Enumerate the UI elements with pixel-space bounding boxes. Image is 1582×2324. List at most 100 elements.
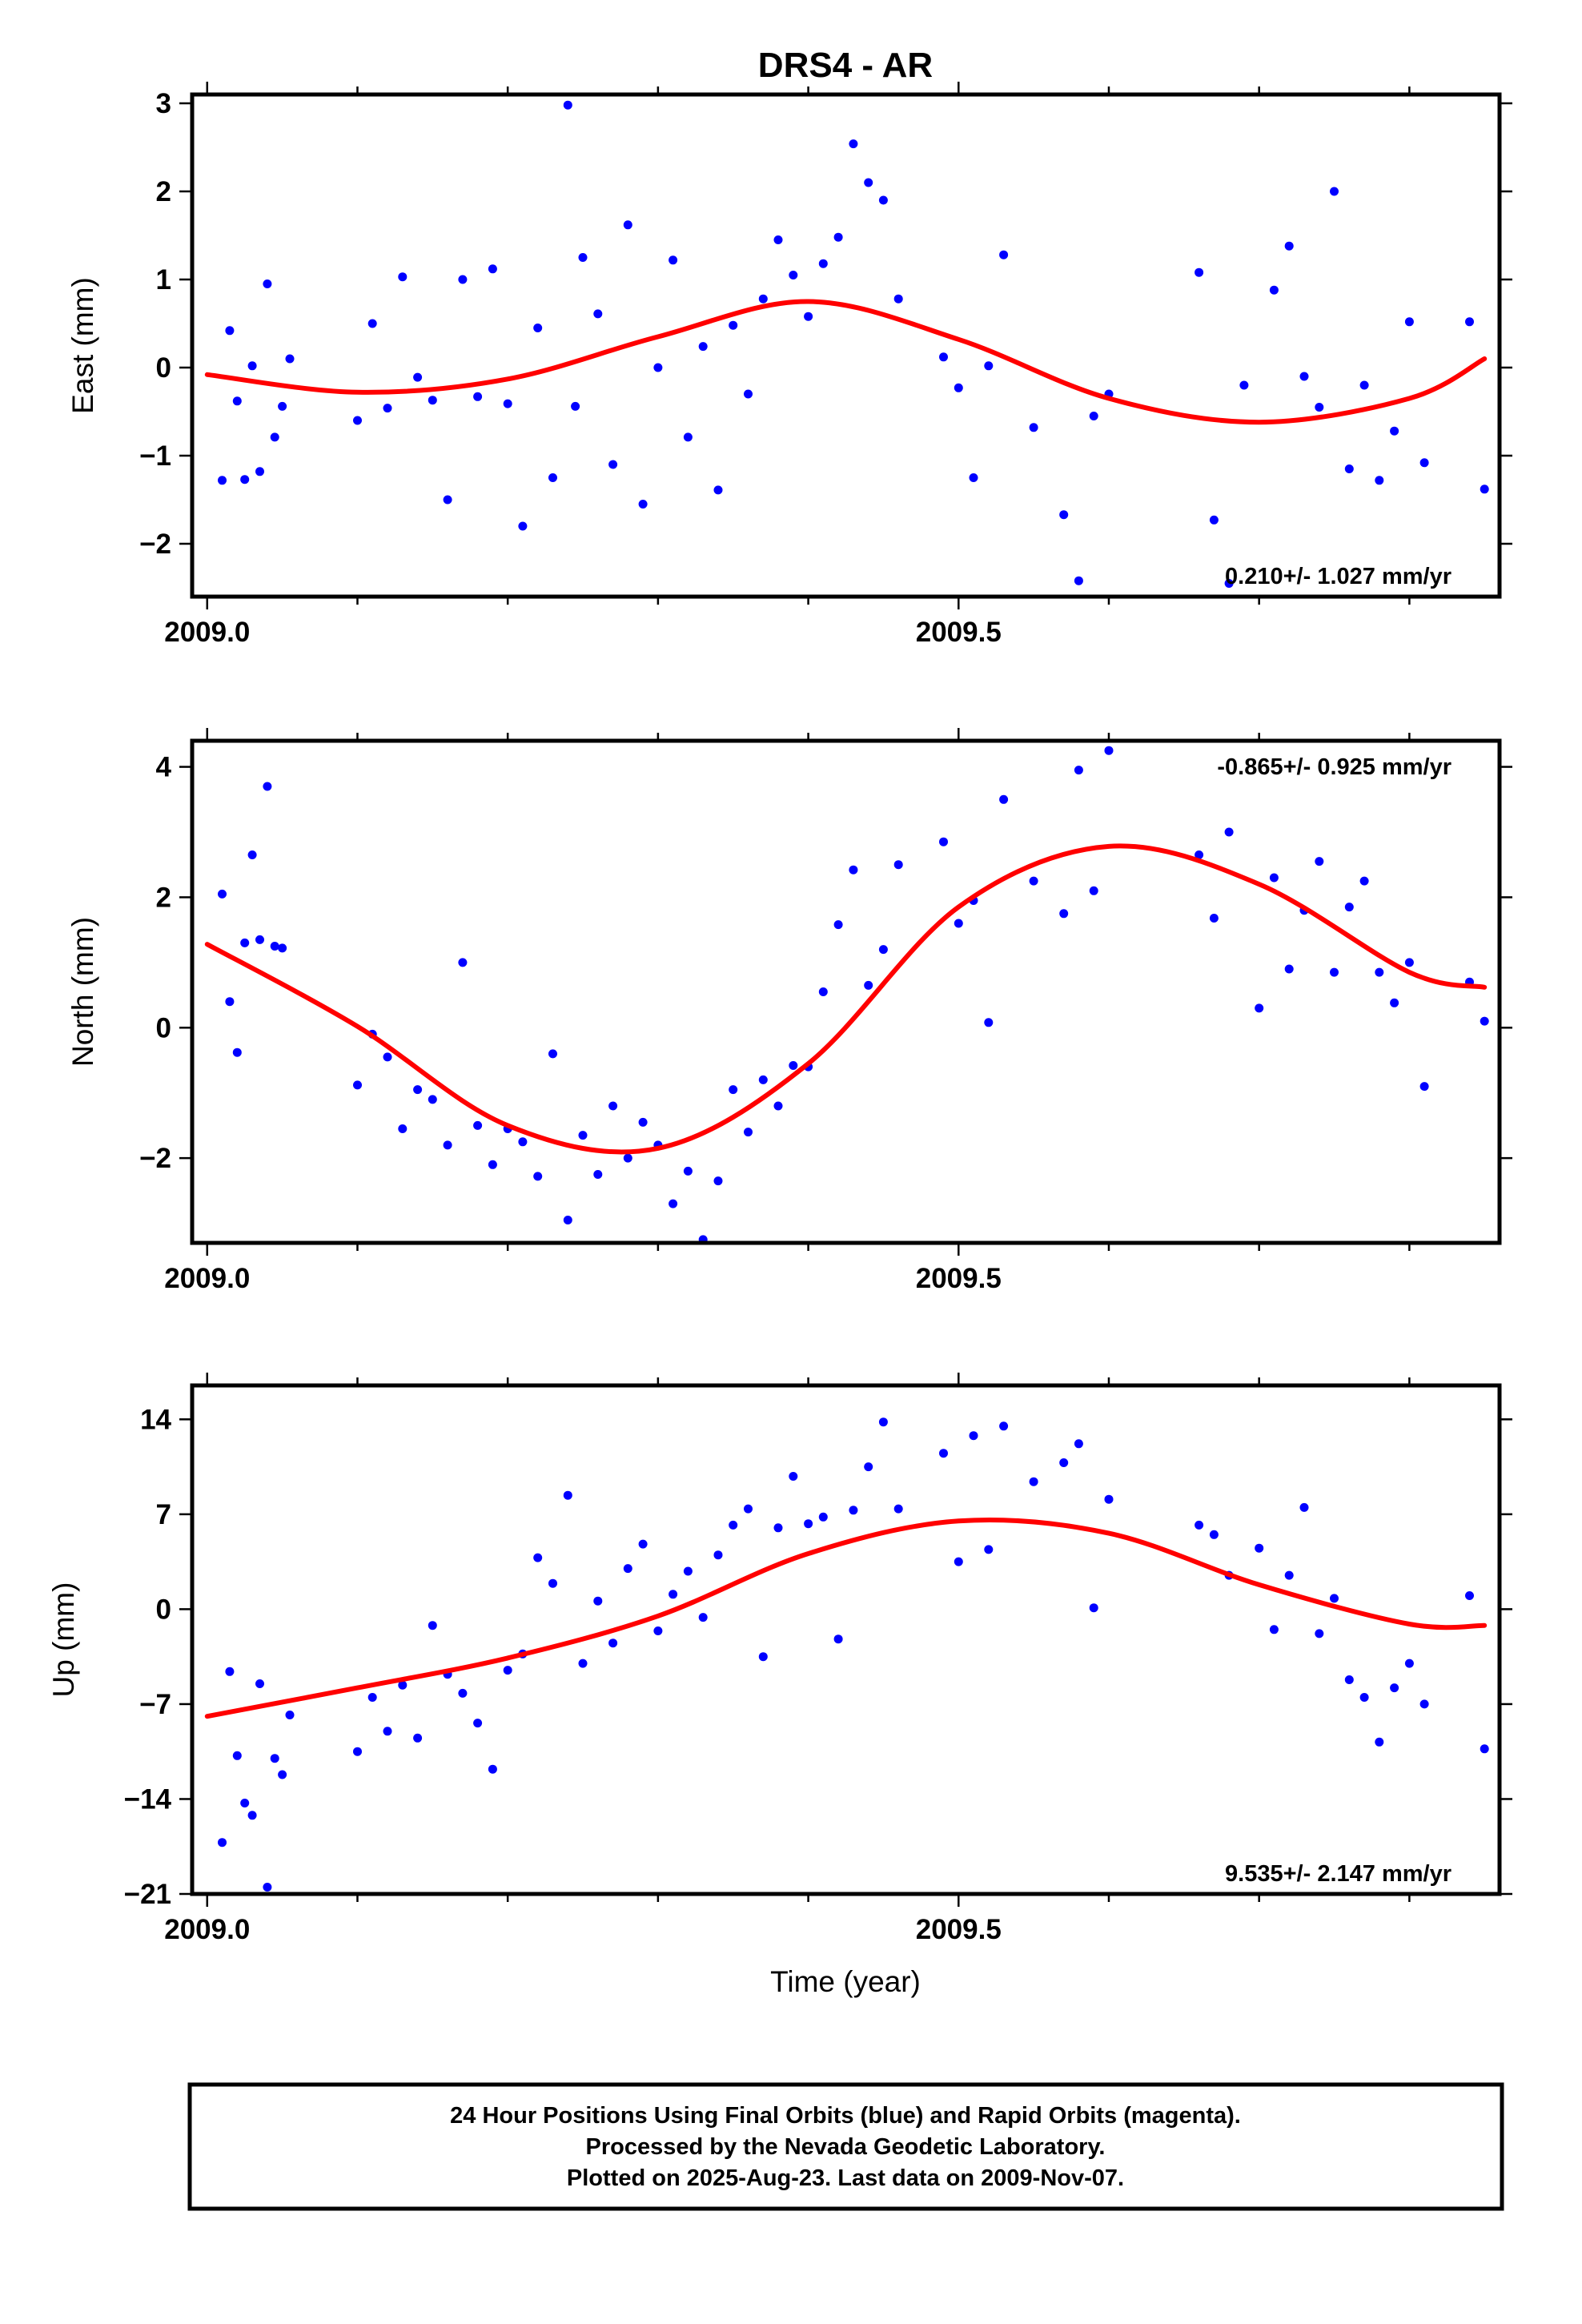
up-data-point [1359, 1693, 1369, 1702]
north-data-point [548, 1049, 557, 1059]
north-data-point [428, 1095, 437, 1104]
north-data-point [473, 1120, 483, 1130]
up-data-point [578, 1659, 588, 1668]
east-data-point [1299, 372, 1309, 381]
up-y-tick-label: −7 [139, 1689, 171, 1720]
x-axis-label: Time (year) [770, 1965, 921, 1998]
east-x-tick-label: 2009.5 [916, 617, 1002, 648]
up-data-point [413, 1733, 423, 1743]
north-y-tick-label: 4 [156, 752, 172, 783]
east-data-point [1315, 403, 1324, 412]
east-data-point [789, 271, 798, 279]
east-data-point [864, 178, 873, 187]
up-data-point [1390, 1683, 1399, 1693]
east-y-tick-label: 3 [156, 88, 171, 119]
east-rate-label: 0.210+/- 1.027 mm/yr [1225, 564, 1452, 589]
north-data-point [1059, 909, 1069, 919]
up-fit-line [204, 1518, 1488, 1719]
up-data-point [488, 1764, 497, 1774]
east-data-point [571, 401, 580, 411]
north-points [218, 746, 1489, 1243]
east-data-point [999, 250, 1009, 259]
east-data-point [758, 294, 768, 304]
north-data-point [984, 1018, 994, 1027]
east-y-tick-label: 2 [156, 176, 171, 207]
east-data-point [653, 363, 663, 372]
up-data-point [1404, 1659, 1414, 1668]
east-data-point [1390, 426, 1399, 436]
up-data-point [1209, 1530, 1219, 1539]
north-data-point [240, 938, 250, 947]
up-data-point [1059, 1458, 1069, 1467]
up-rate-label: 9.535+/- 2.147 mm/yr [1225, 1861, 1452, 1887]
north-data-point [833, 920, 843, 930]
north-panel: 2009.0 2009.5 −2 0 2 4 North (mm) -0.865+/- 0.9… [66, 728, 1512, 1294]
north-data-point [729, 1085, 738, 1095]
north-data-point [1344, 903, 1354, 912]
north-data-point [218, 889, 227, 899]
up-data-point [263, 1883, 272, 1892]
up-data-point [1375, 1737, 1384, 1747]
east-data-point [698, 342, 708, 352]
up-data-point [1255, 1543, 1264, 1553]
east-data-point [804, 312, 813, 321]
up-data-point [1029, 1477, 1038, 1486]
up-y-tick-label: 0 [156, 1594, 171, 1625]
north-data-point [232, 1047, 242, 1057]
up-data-point [683, 1566, 693, 1576]
east-data-point [413, 372, 423, 382]
north-data-point [1089, 886, 1098, 895]
east-data-point [278, 401, 287, 411]
up-data-point [1344, 1675, 1354, 1684]
east-data-point [773, 235, 783, 244]
up-data-point [367, 1693, 377, 1702]
east-data-point [1375, 476, 1384, 485]
up-data-point [1195, 1520, 1204, 1530]
north-data-point [623, 1153, 632, 1163]
north-y-tick-label: −2 [139, 1143, 171, 1174]
up-data-point [833, 1634, 843, 1644]
up-data-point [713, 1550, 723, 1560]
north-data-point [278, 943, 287, 953]
north-data-point [1284, 964, 1294, 974]
up-data-point [954, 1557, 963, 1566]
north-data-point [893, 860, 903, 870]
east-data-point [878, 195, 888, 205]
east-data-point [1404, 317, 1414, 327]
north-y-axis-label: North (mm) [66, 917, 99, 1067]
up-y-tick-label: −14 [124, 1783, 172, 1815]
north-data-point [939, 837, 948, 846]
up-data-point [878, 1417, 888, 1427]
north-data-point [1390, 998, 1399, 1007]
north-data-point [713, 1176, 723, 1186]
north-data-point [413, 1085, 423, 1095]
north-data-point [255, 935, 264, 944]
up-data-point [1330, 1594, 1339, 1603]
east-data-point [744, 389, 753, 399]
up-y-tick-label: −21 [124, 1879, 171, 1910]
north-x-tick-label: 2009.0 [164, 1263, 250, 1294]
north-data-point [225, 997, 235, 1007]
north-data-point [1195, 850, 1204, 859]
east-data-point [1059, 510, 1069, 520]
footer-line-1: 24 Hour Positions Using Final Orbits (bl… [450, 2103, 1241, 2129]
north-data-point [1269, 873, 1279, 883]
up-data-point [1419, 1699, 1429, 1709]
east-y-tick-label: −1 [139, 440, 171, 472]
up-data-point [1089, 1603, 1098, 1613]
east-data-point [713, 485, 723, 495]
east-data-point [428, 396, 437, 405]
east-data-point [218, 476, 227, 485]
north-data-point [593, 1170, 603, 1179]
east-fit-line [204, 299, 1488, 425]
footer-box: 24 Hour Positions Using Final Orbits (bl… [187, 2082, 1504, 2211]
east-x-tick-label: 2009.0 [164, 617, 250, 648]
east-data-point [608, 460, 618, 469]
up-data-point [623, 1564, 632, 1574]
north-data-point [954, 919, 963, 928]
north-data-point [383, 1052, 392, 1062]
east-data-point [893, 294, 903, 304]
up-data-point [893, 1504, 903, 1514]
east-data-point [669, 255, 678, 265]
east-data-point [263, 279, 272, 288]
